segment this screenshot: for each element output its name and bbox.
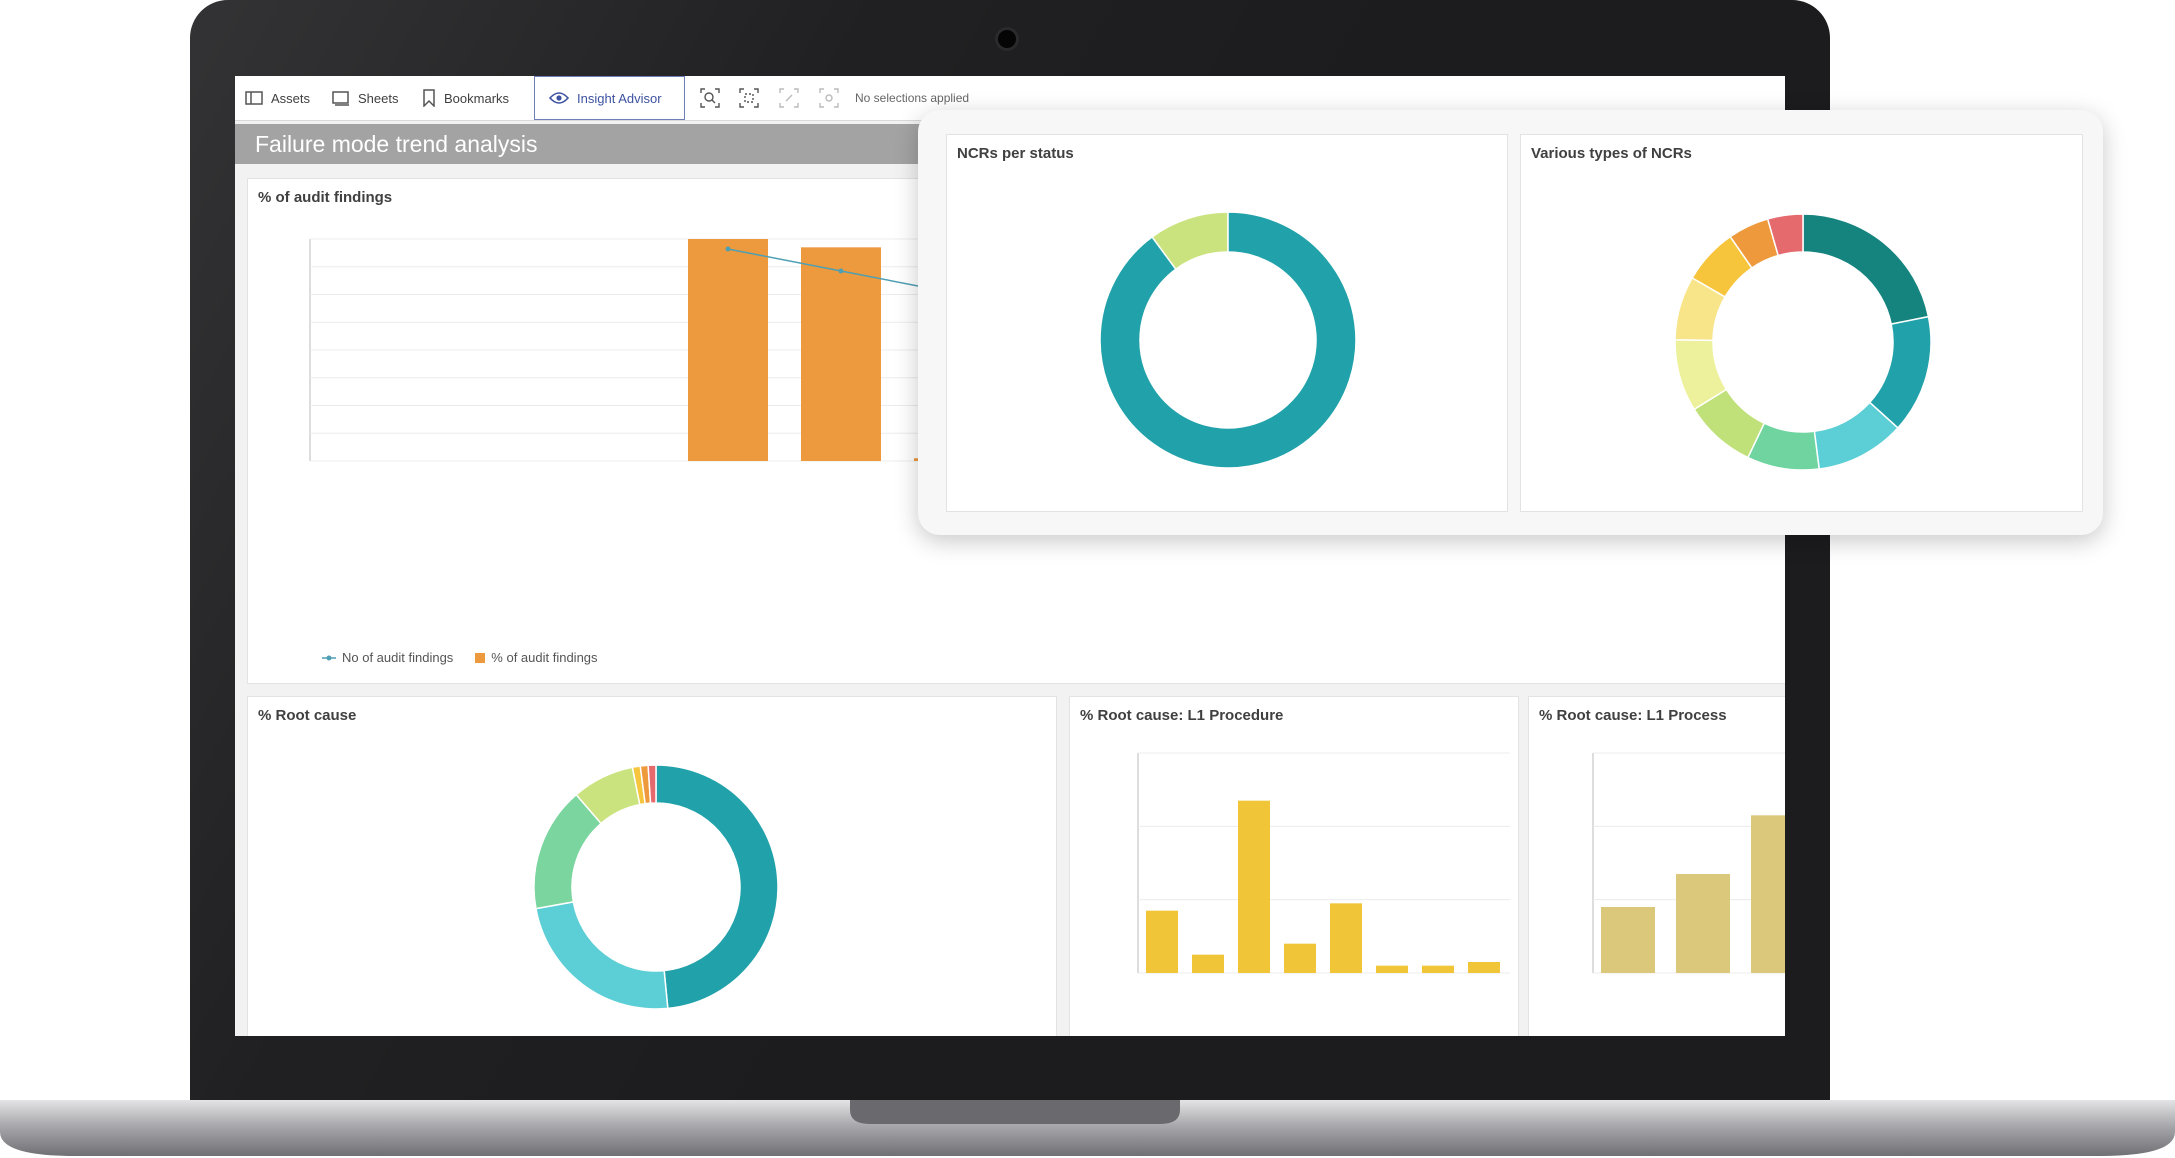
insight-advisor-button[interactable]: Insight Advisor: [534, 76, 685, 120]
bookmark-icon: [423, 89, 435, 107]
rc_process-bar: [1751, 815, 1785, 973]
ncr-types-title: Various types of NCRs: [1531, 145, 1692, 162]
smart-search-button[interactable]: [700, 76, 728, 120]
bookmarks-label: Bookmarks: [444, 90, 510, 106]
root-cause-slice: [647, 764, 657, 804]
assets-icon: [245, 91, 263, 105]
root-cause-slice: [535, 901, 669, 1010]
rc-procedure-panel[interactable]: % Root cause: L1 Procedure: [1069, 696, 1519, 1036]
selections-tool-button[interactable]: [739, 76, 767, 120]
closed-slice: [1099, 211, 1357, 469]
ncr-status-panel[interactable]: NCRs per status: [946, 134, 1508, 512]
audit-count-point: [725, 246, 731, 252]
step-back-icon: [779, 88, 799, 108]
assets-label: Assets: [271, 90, 311, 106]
rc-process-title: % Root cause: L1 Process: [1539, 707, 1727, 724]
ncr-status-title: NCRs per status: [957, 145, 1074, 162]
selections-status: No selections applied: [855, 91, 970, 105]
audit-count-point: [838, 268, 844, 274]
clear-selections-icon: [819, 88, 839, 108]
ncr-type-slice: [1766, 213, 1804, 257]
assets-button[interactable]: Assets: [245, 76, 310, 120]
legend-count-label: No of audit findings: [342, 650, 454, 665]
ncr-types-donut: [1674, 213, 1932, 471]
audit-bar: [801, 247, 881, 461]
rc_procedure-bar: [1146, 910, 1178, 973]
insight-advisor-label: Insight Advisor: [577, 90, 662, 106]
insight-eye-icon: [549, 92, 569, 104]
step-back-button[interactable]: [779, 76, 807, 120]
rc_procedure-bar: [1238, 800, 1270, 973]
ncr-type-slice: [1802, 213, 1930, 326]
rc-procedure-title: % Root cause: L1 Procedure: [1080, 707, 1284, 724]
audit-findings-title: % of audit findings: [258, 189, 393, 206]
rc_procedure-bar: [1468, 962, 1500, 973]
sheets-icon: [332, 91, 349, 106]
sheets-label: Sheets: [358, 90, 399, 106]
bookmarks-button[interactable]: Bookmarks: [422, 76, 509, 120]
laptop-base: [0, 1100, 2175, 1156]
root-cause-panel[interactable]: % Root cause: [247, 696, 1057, 1036]
ncr-status-donut: [1099, 211, 1357, 469]
legend-pct-label: % of audit findings: [491, 650, 598, 665]
root-cause-slice: [655, 764, 779, 1010]
webcam: [998, 30, 1016, 48]
rc_process-bar: [1601, 907, 1655, 973]
rc_process-bar: [1676, 874, 1730, 973]
audit-bar: [688, 239, 768, 461]
smart-search-icon: [700, 88, 720, 108]
rc-procedure-chart: [1137, 752, 1510, 974]
rc-process-panel[interactable]: % Root cause: L1 Process: [1528, 696, 1785, 1036]
rc-process-chart: [1592, 752, 1785, 974]
rc_procedure-bar: [1284, 943, 1316, 973]
rc_procedure-bar: [1330, 903, 1362, 973]
rc_procedure-bar: [1376, 965, 1408, 973]
root-cause-donut: [533, 764, 779, 1010]
audit-legend: No of audit findings % of audit findings: [322, 650, 598, 665]
clear-selections-button[interactable]: [819, 76, 847, 120]
rc_procedure-bar: [1192, 954, 1224, 973]
ncr-types-panel[interactable]: Various types of NCRs: [1520, 134, 2083, 512]
sheets-button[interactable]: Sheets: [332, 76, 398, 120]
legend-line-marker: [322, 655, 336, 660]
selections-tool-icon: [739, 88, 759, 108]
legend-bar-swatch: [475, 652, 486, 663]
ncr-popup: NCRs per status Various types of NCRs: [918, 110, 2103, 535]
rc_procedure-bar: [1422, 965, 1454, 973]
root-cause-title: % Root cause: [258, 707, 357, 724]
